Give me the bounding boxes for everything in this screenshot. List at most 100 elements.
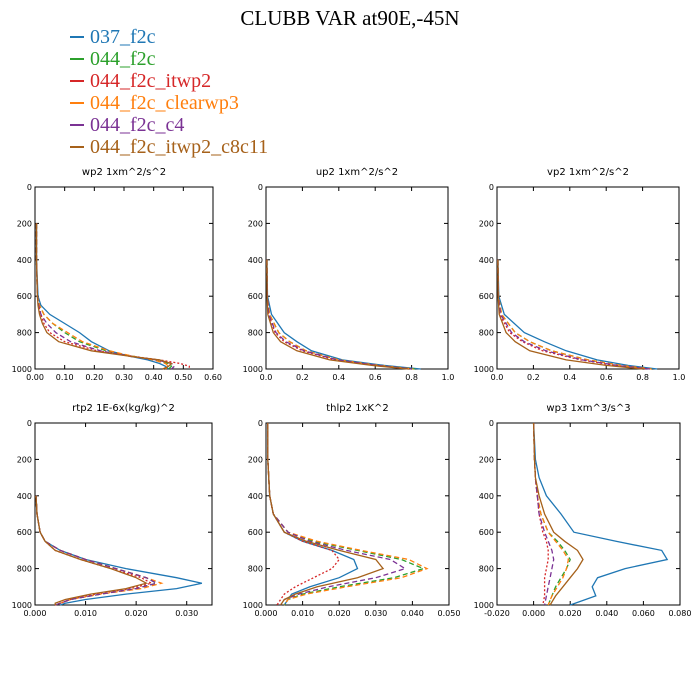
y-tick-label: 0: [258, 419, 263, 428]
series-line: [266, 259, 421, 370]
y-tick-label: 0: [27, 419, 32, 428]
y-tick-label: 800: [17, 329, 32, 338]
y-tick-label: 200: [248, 219, 263, 228]
y-tick-label: 400: [17, 492, 32, 501]
series-line: [35, 495, 149, 605]
y-tick-label: 400: [17, 256, 32, 265]
series-line: [35, 495, 154, 606]
y-tick-label: 200: [248, 455, 263, 464]
series-line: [497, 259, 658, 370]
series-line: [532, 422, 555, 606]
legend-item: 044_f2c_itwp2_c8c11: [70, 136, 268, 158]
series-line: [35, 223, 169, 370]
x-tick-label: -0.020: [484, 609, 510, 618]
x-tick-label: 0.2: [296, 373, 309, 382]
plot-frame: [34, 186, 214, 370]
x-tick-label: 0.4: [332, 373, 345, 382]
plot-frame: [496, 186, 680, 370]
y-tick-label: 800: [479, 329, 494, 338]
legend-item: 044_f2c: [70, 48, 268, 70]
legend-swatch: [70, 58, 84, 60]
x-tick-label: 0.000: [255, 609, 278, 618]
y-tick-label: 400: [479, 256, 494, 265]
x-tick-label: 0.2: [527, 373, 540, 382]
x-tick-label: 0.6: [600, 373, 613, 382]
legend-swatch: [70, 36, 84, 38]
y-tick-label: 200: [479, 219, 494, 228]
legend-item: 044_f2c_itwp2: [70, 70, 268, 92]
legend: 037_f2c 044_f2c 044_f2c_itwp2 044_f2c_cl…: [70, 26, 268, 158]
x-tick-label: 0.00: [26, 373, 44, 382]
panel-title: wp3 1xm^3/s^3: [546, 403, 630, 414]
series-line: [267, 423, 426, 606]
series-line: [267, 423, 407, 606]
x-tick-label: 0.060: [632, 609, 655, 618]
y-tick-label: 0: [489, 183, 494, 192]
series-line: [267, 423, 429, 606]
y-tick-label: 800: [248, 329, 263, 338]
x-tick-label: 0.6: [369, 373, 382, 382]
x-tick-label: 0.40: [145, 373, 163, 382]
x-tick-label: 0.8: [636, 373, 649, 382]
plot-frame: [496, 422, 681, 606]
legend-label: 044_f2c_itwp2_c8c11: [90, 135, 269, 158]
x-tick-label: 0.030: [364, 609, 387, 618]
series-line: [267, 423, 385, 606]
x-tick-label: 0.040: [595, 609, 618, 618]
series-line: [266, 259, 409, 370]
y-tick-label: 800: [17, 565, 32, 574]
legend-swatch: [70, 124, 84, 126]
plot-frame: [34, 422, 213, 606]
legend-label: 044_f2c: [90, 47, 156, 70]
legend-label: 044_f2c_clearwp3: [90, 91, 239, 114]
y-tick-label: 600: [479, 292, 494, 301]
y-tick-label: 400: [248, 492, 263, 501]
legend-swatch: [70, 102, 84, 104]
series-line: [266, 259, 412, 370]
legend-label: 044_f2c_c4: [90, 113, 185, 136]
panel-title: thlp2 1xK^2: [326, 403, 389, 414]
series-line: [35, 495, 159, 606]
series-line: [266, 259, 416, 370]
y-tick-label: 200: [17, 455, 32, 464]
legend-item: 037_f2c: [70, 26, 268, 48]
series-line: [35, 223, 173, 370]
y-tick-label: 800: [248, 565, 263, 574]
panel-title: wp2 1xm^2/s^2: [82, 167, 166, 178]
x-tick-label: 0.0: [491, 373, 504, 382]
x-tick-label: 0.4: [563, 373, 576, 382]
y-tick-label: 0: [258, 183, 263, 192]
legend-item: 044_f2c_c4: [70, 114, 268, 136]
plot-frame: [265, 186, 449, 370]
x-tick-label: 1.0: [442, 373, 455, 382]
x-tick-label: 0.020: [328, 609, 351, 618]
series-line: [497, 259, 652, 370]
series-line: [532, 422, 669, 606]
y-tick-label: 600: [17, 528, 32, 537]
y-tick-label: 1000: [243, 601, 263, 610]
panel-title: up2 1xm^2/s^2: [316, 167, 398, 178]
x-tick-label: 0.080: [669, 609, 692, 618]
x-tick-label: 0.010: [74, 609, 97, 618]
x-tick-label: 1.0: [673, 373, 686, 382]
x-tick-label: 0.040: [401, 609, 424, 618]
y-tick-label: 600: [17, 292, 32, 301]
series-line: [35, 223, 173, 370]
y-tick-label: 600: [248, 528, 263, 537]
y-tick-label: 0: [27, 183, 32, 192]
legend-label: 037_f2c: [90, 25, 156, 48]
x-tick-label: 0.000: [24, 609, 47, 618]
x-tick-label: 0.30: [115, 373, 133, 382]
series-line: [497, 259, 643, 370]
x-tick-label: 0.50: [174, 373, 192, 382]
y-tick-label: 1000: [474, 365, 494, 374]
x-tick-label: 0.020: [125, 609, 148, 618]
x-tick-label: 0.0: [260, 373, 273, 382]
y-tick-label: 1000: [12, 365, 32, 374]
y-tick-label: 200: [17, 219, 32, 228]
y-tick-label: 600: [248, 292, 263, 301]
figure-title: CLUBB VAR at90E,-45N: [240, 6, 460, 30]
legend-item: 044_f2c_clearwp3: [70, 92, 268, 114]
y-tick-label: 600: [479, 528, 494, 537]
panel-title: rtp2 1E-6x(kg/kg)^2: [72, 403, 175, 414]
